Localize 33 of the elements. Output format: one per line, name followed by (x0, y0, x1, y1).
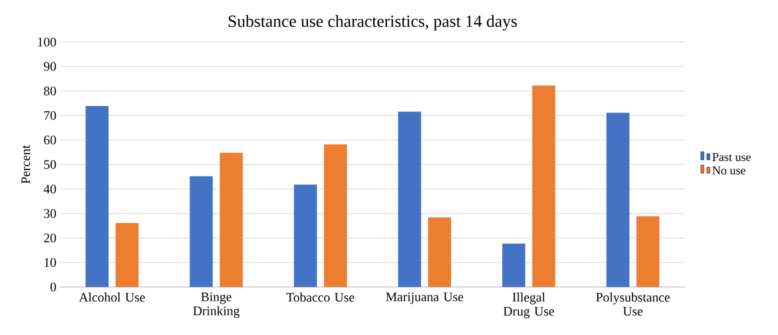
bar (324, 144, 347, 287)
y-tick-label: 90 (44, 62, 56, 71)
bar (116, 223, 139, 287)
y-tick-label: 10 (44, 258, 56, 267)
y-tick-label: 80 (44, 86, 56, 96)
bar (220, 152, 243, 287)
chart-title: Substance use characteristics, past 14 days (228, 15, 517, 30)
bar (606, 112, 630, 287)
y-tick-label: 100 (38, 38, 56, 46)
y-tick-label: 50 (44, 160, 56, 169)
bar (190, 176, 213, 287)
x-tick-label: Binge Drinking (193, 292, 240, 318)
bar (532, 85, 556, 287)
y-tick-label: 70 (44, 111, 56, 120)
bar (398, 112, 422, 287)
x-tick-label: Marijuana Use (386, 292, 464, 304)
bar (502, 244, 526, 287)
x-tick-label: Illegal Drug Use (503, 292, 554, 318)
y-axis-title: Percent (21, 145, 30, 184)
bar (86, 106, 109, 287)
y-tick-label: 30 (44, 209, 56, 218)
bar (294, 184, 317, 287)
y-tick-label: 60 (44, 136, 56, 144)
x-tick-label: Tobacco Use (286, 292, 354, 302)
y-tick-label: 0 (50, 282, 56, 292)
bar (428, 217, 452, 287)
y-tick-label: 40 (44, 184, 56, 194)
legend-label: No use (712, 166, 746, 174)
bar (636, 216, 660, 287)
legend-label: Past use (712, 153, 751, 162)
x-tick-label: Alcohol Use (78, 292, 145, 302)
y-tick-label: 20 (44, 234, 56, 242)
x-tick-label: Polysubstance Use (596, 292, 670, 316)
